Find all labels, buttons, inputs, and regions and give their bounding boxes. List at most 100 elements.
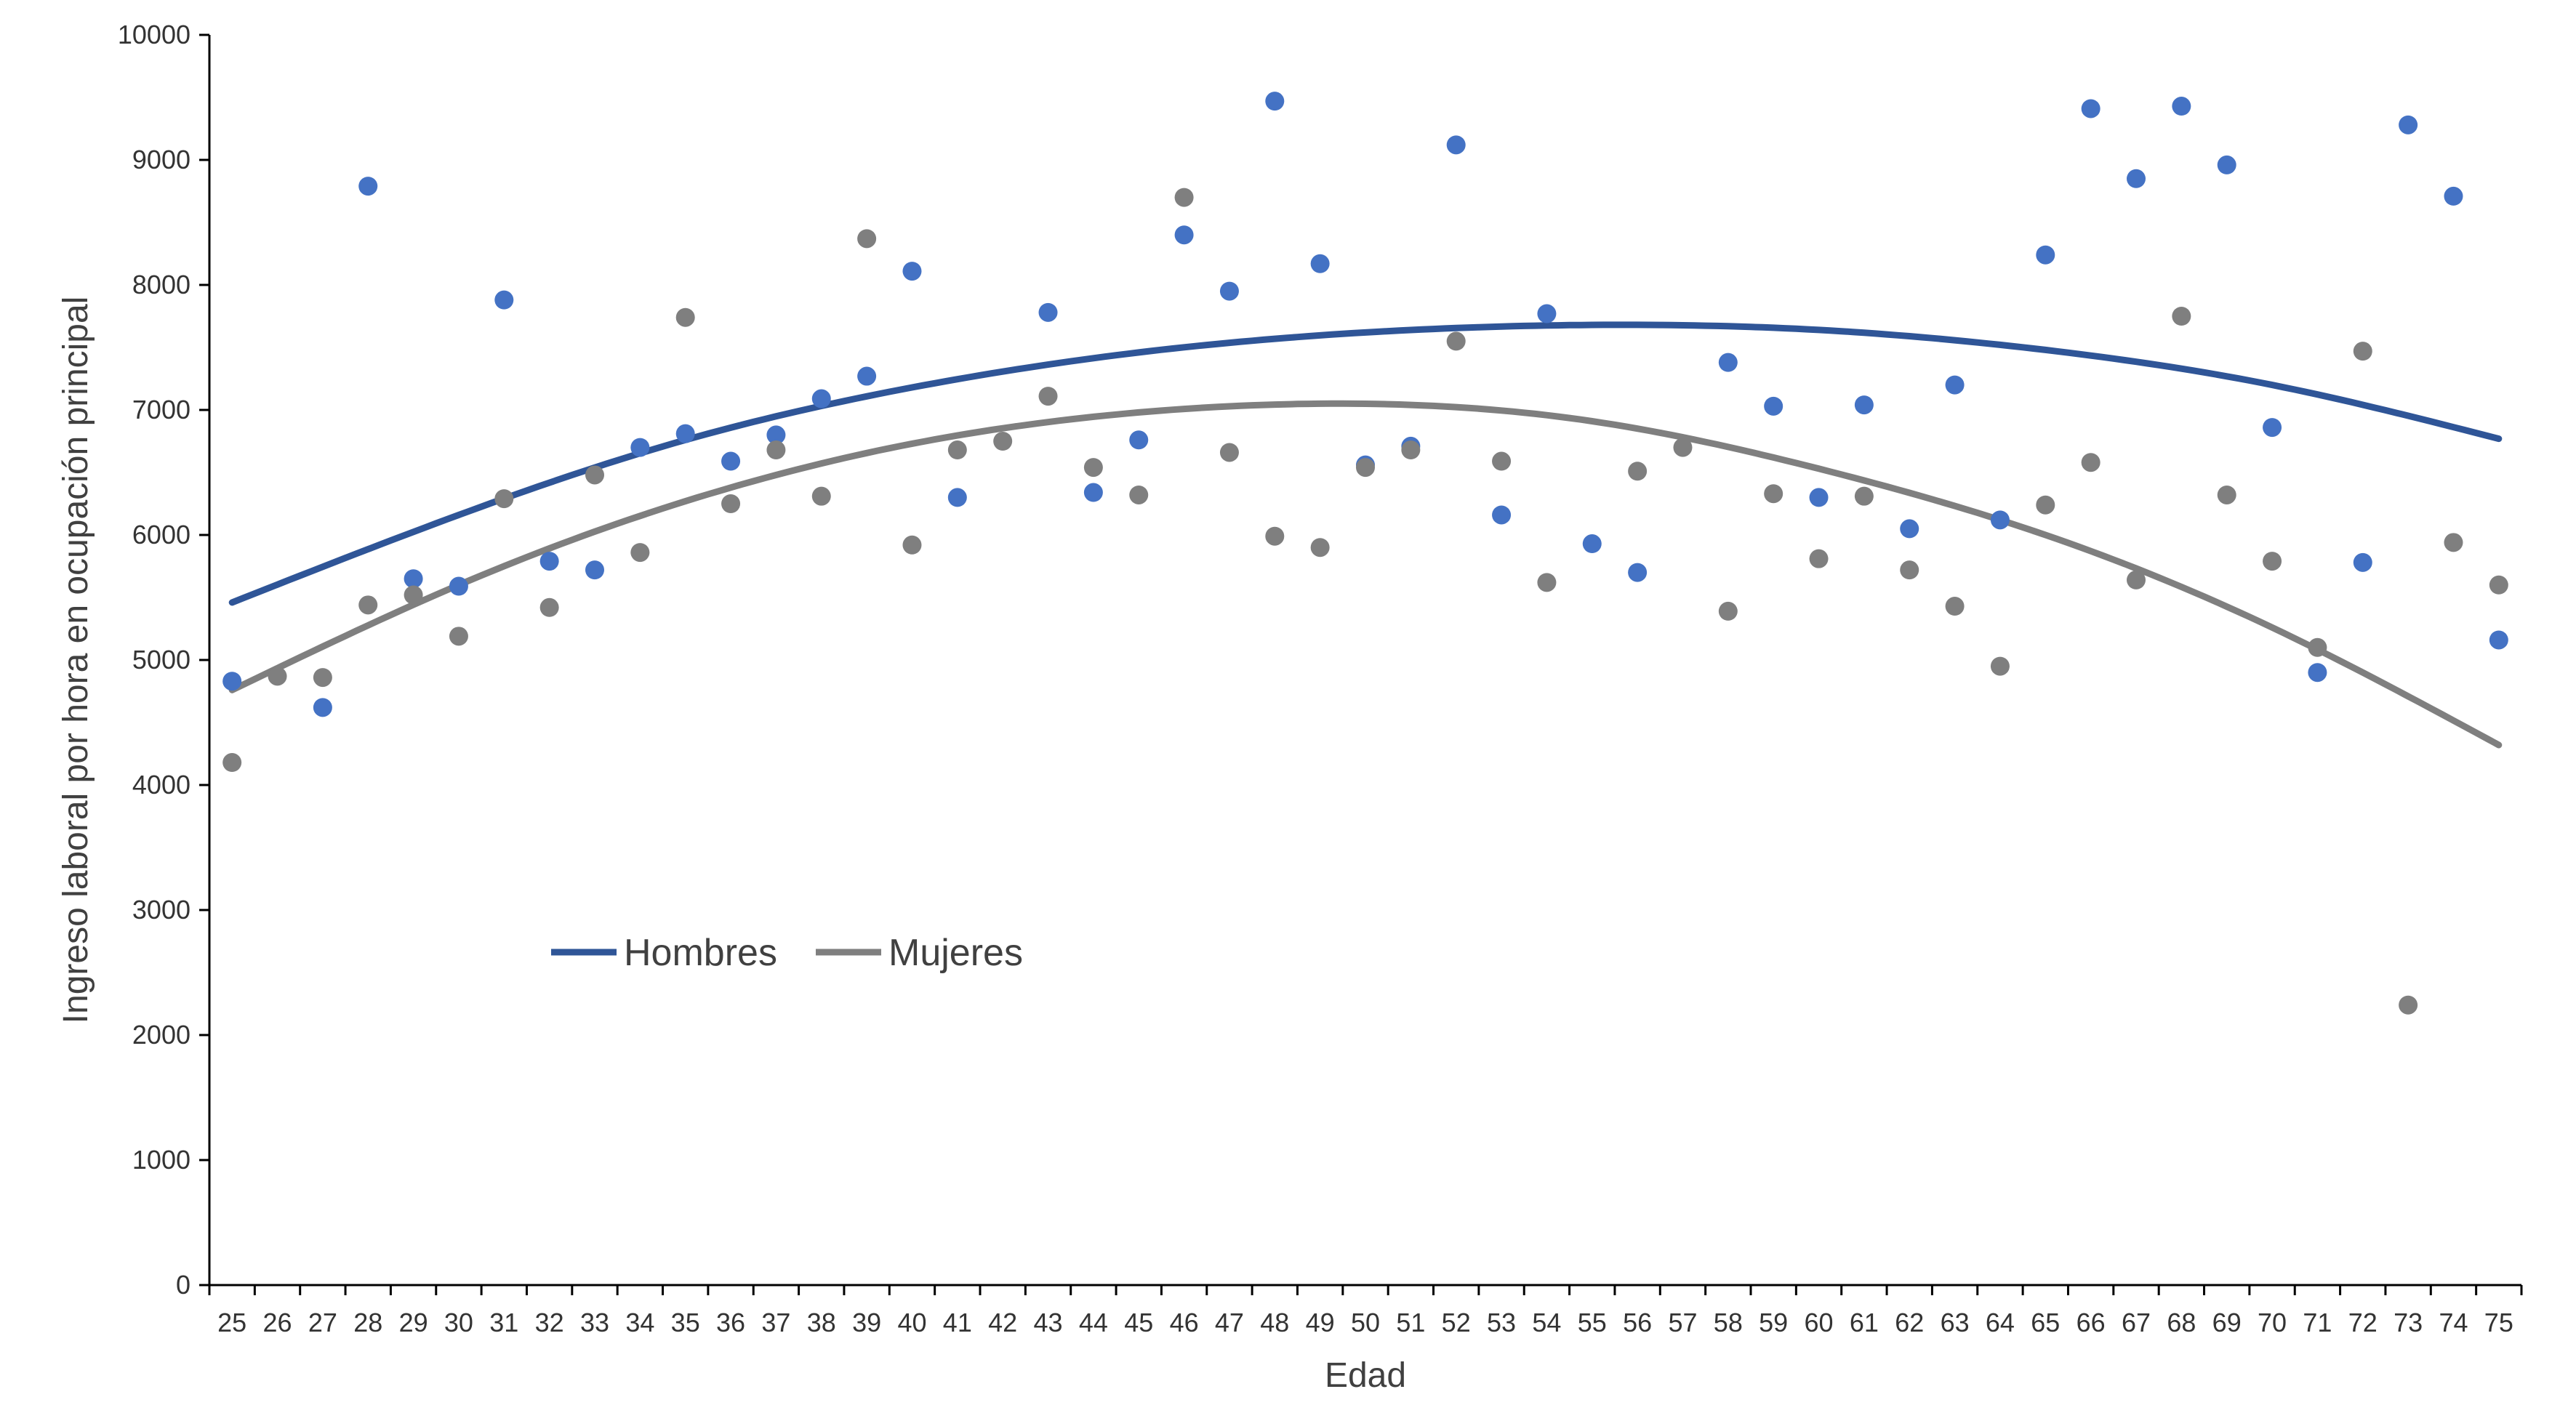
x-tick-label: 37 — [761, 1308, 790, 1337]
data-points — [222, 92, 2508, 1015]
point-hombres — [1537, 304, 1557, 323]
point-mujeres — [1219, 443, 1239, 462]
point-mujeres — [766, 440, 786, 460]
y-axis-title: Ingreso laboral por hora en ocupación pr… — [57, 297, 95, 1024]
x-tick-label: 34 — [625, 1308, 654, 1337]
x-tick-label: 66 — [2077, 1308, 2106, 1337]
point-hombres — [2036, 245, 2055, 265]
point-mujeres — [585, 465, 604, 485]
x-tick-label: 31 — [489, 1308, 518, 1337]
point-mujeres — [1265, 526, 1285, 546]
x-tick-label: 68 — [2167, 1308, 2196, 1337]
x-tick-label: 57 — [1668, 1308, 1697, 1337]
x-tick-label: 41 — [943, 1308, 972, 1337]
point-mujeres — [993, 432, 1013, 451]
point-hombres — [1718, 353, 1738, 372]
x-tick-label: 44 — [1079, 1308, 1108, 1337]
x-tick-label: 53 — [1487, 1308, 1516, 1337]
x-tick-label: 62 — [1895, 1308, 1924, 1337]
point-hombres — [2081, 99, 2100, 118]
trend-line-hombres — [228, 321, 2503, 606]
x-tick-label: 59 — [1759, 1308, 1788, 1337]
x-tick-label: 38 — [807, 1308, 836, 1337]
point-mujeres — [1945, 597, 1965, 616]
point-mujeres — [947, 440, 967, 460]
point-hombres — [2489, 630, 2508, 650]
point-hombres — [1492, 505, 1512, 525]
x-tick-label: 25 — [217, 1308, 246, 1337]
point-hombres — [222, 672, 242, 691]
legend-label-mujeres: Mujeres — [888, 932, 1023, 974]
point-hombres — [449, 576, 468, 596]
x-tick-label: 71 — [2303, 1308, 2332, 1337]
point-mujeres — [857, 229, 877, 249]
point-hombres — [404, 569, 423, 589]
point-hombres — [721, 451, 741, 471]
point-mujeres — [2444, 533, 2463, 552]
x-tick-label: 73 — [2394, 1308, 2423, 1337]
point-mujeres — [675, 307, 695, 327]
point-mujeres — [358, 595, 378, 615]
x-tick-label: 52 — [1442, 1308, 1471, 1337]
point-hombres — [1582, 534, 1602, 554]
point-hombres — [494, 290, 514, 310]
point-hombres — [1809, 488, 1829, 507]
point-mujeres — [1628, 462, 1648, 481]
point-mujeres — [1174, 188, 1194, 207]
y-tick-label: 1000 — [132, 1145, 190, 1175]
y-tick-label: 5000 — [132, 645, 190, 675]
x-tick-label: 47 — [1215, 1308, 1244, 1337]
x-tick-label: 58 — [1714, 1308, 1743, 1337]
point-mujeres — [721, 494, 741, 513]
point-mujeres — [1764, 484, 1783, 504]
x-axis-title: Edad — [1325, 1356, 1406, 1395]
point-mujeres — [449, 627, 468, 646]
x-tick-label: 40 — [897, 1308, 926, 1337]
x-tick-label: 69 — [2212, 1308, 2242, 1337]
x-tick-label: 36 — [716, 1308, 745, 1337]
y-tick-label: 8000 — [132, 270, 190, 299]
x-tick-label: 64 — [1986, 1308, 2015, 1337]
x-tick-label: 39 — [852, 1308, 881, 1337]
point-hombres — [766, 425, 786, 445]
point-mujeres — [494, 489, 514, 509]
point-mujeres — [1809, 549, 1829, 568]
x-tick-label: 27 — [308, 1308, 337, 1337]
y-tick-label: 9000 — [132, 145, 190, 174]
point-hombres — [947, 488, 967, 507]
y-axis-ticks: 0 1000 2000 3000 4000 5000 6000 7000 8000 9000 100… — [118, 20, 209, 1300]
point-mujeres — [2353, 342, 2372, 361]
x-tick-label: 48 — [1260, 1308, 1289, 1337]
x-tick-label: 65 — [2031, 1308, 2060, 1337]
y-tick-label: 6000 — [132, 520, 190, 550]
point-mujeres — [2036, 495, 2055, 515]
point-hombres — [585, 560, 604, 580]
point-hombres — [2127, 169, 2146, 188]
x-tick-label: 46 — [1170, 1308, 1199, 1337]
point-hombres — [539, 552, 559, 571]
point-mujeres — [222, 753, 242, 773]
point-mujeres — [811, 486, 831, 506]
point-hombres — [2263, 418, 2282, 438]
y-tick-label: 3000 — [132, 895, 190, 925]
point-mujeres — [2263, 552, 2282, 571]
point-hombres — [1854, 395, 1874, 415]
x-tick-label: 70 — [2258, 1308, 2287, 1337]
point-mujeres — [2217, 485, 2236, 504]
point-mujeres — [1446, 331, 1466, 351]
axes — [208, 35, 2521, 1287]
point-hombres — [1628, 563, 1648, 582]
x-tick-label: 60 — [1805, 1308, 1834, 1337]
x-tick-label: 67 — [2122, 1308, 2151, 1337]
x-tick-label: 42 — [988, 1308, 1017, 1337]
x-tick-label: 54 — [1532, 1308, 1561, 1337]
trend-lines — [228, 321, 2503, 749]
point-mujeres — [313, 668, 332, 688]
point-hombres — [2353, 552, 2372, 572]
point-mujeres — [1083, 458, 1103, 478]
point-hombres — [1174, 225, 1194, 245]
x-tick-label: 49 — [1306, 1308, 1335, 1337]
point-mujeres — [2308, 637, 2327, 657]
point-hombres — [1764, 396, 1783, 416]
